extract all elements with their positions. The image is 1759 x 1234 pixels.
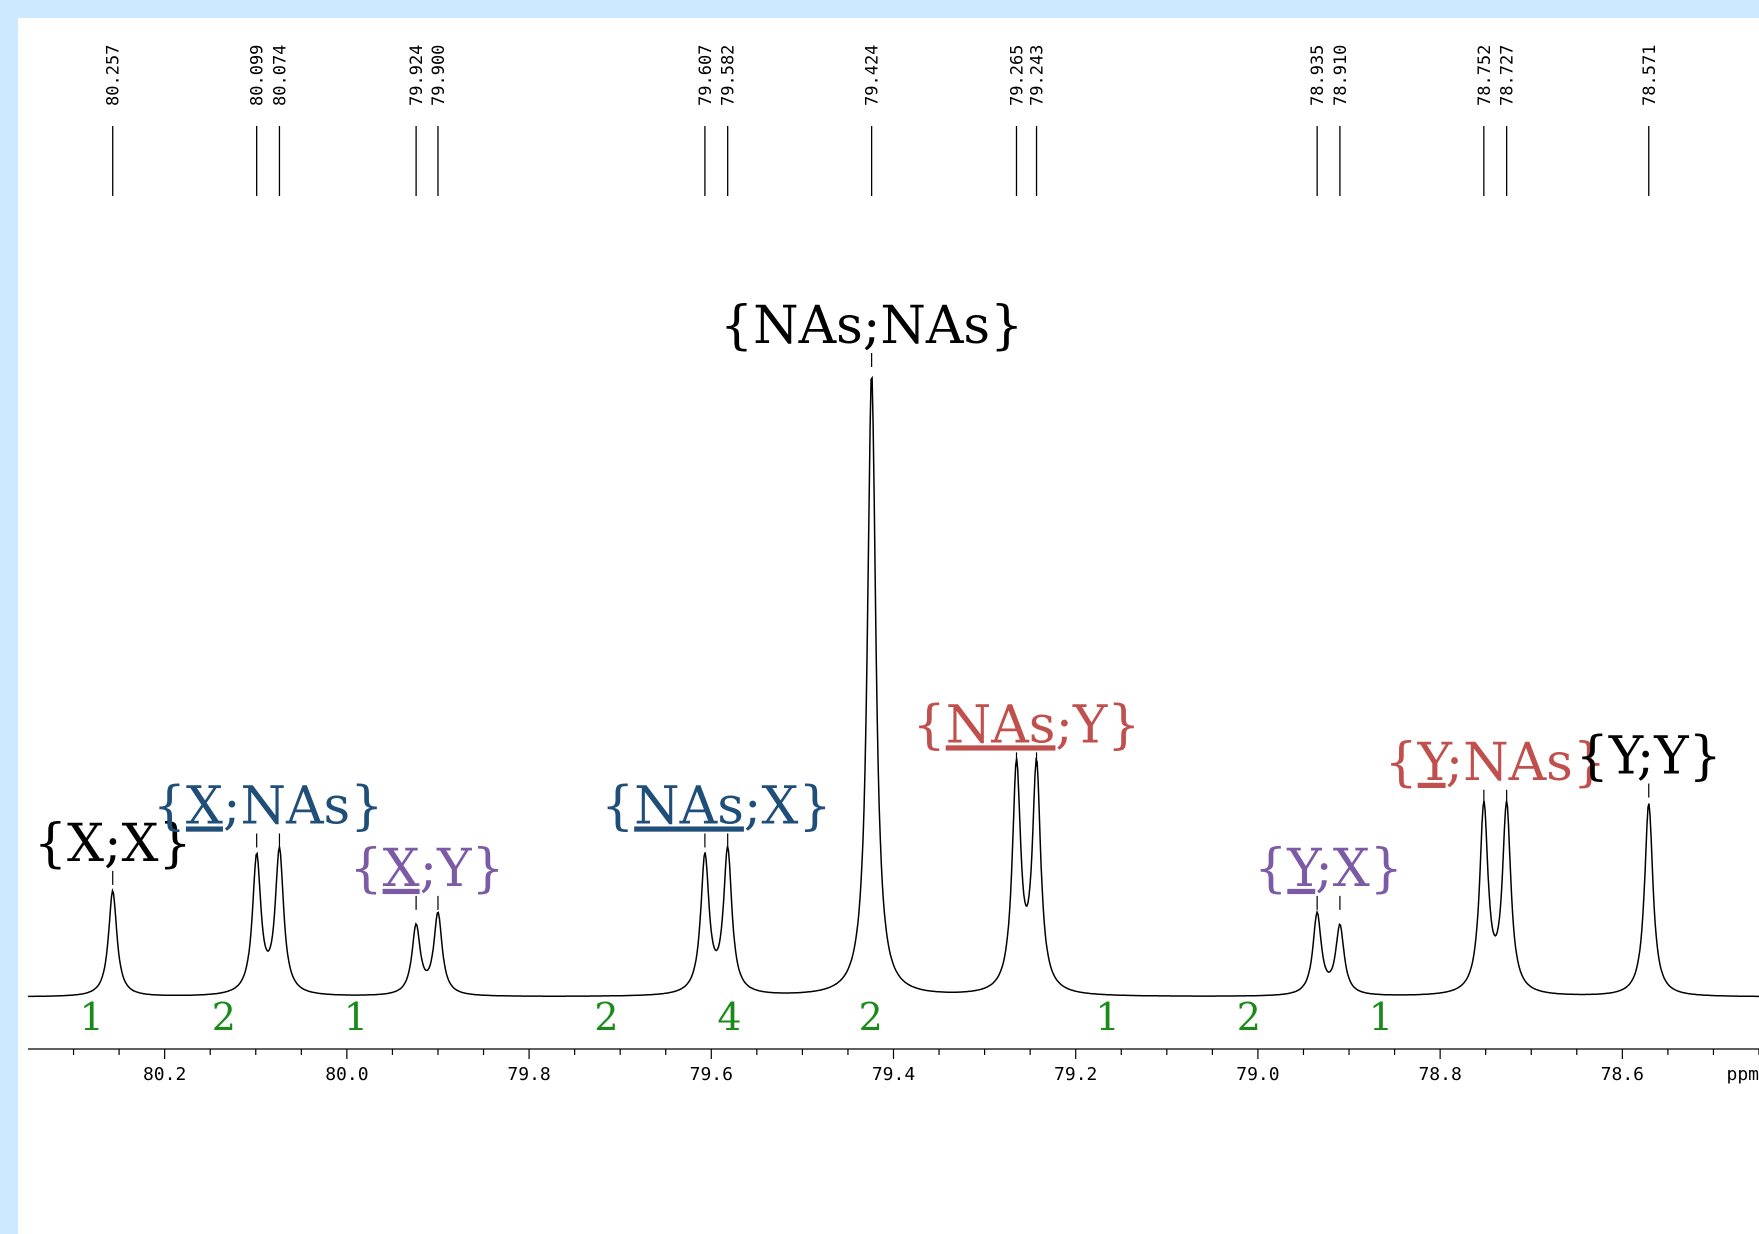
integral-value: 1 bbox=[1369, 995, 1393, 1039]
peak-pick-label: 78.571 bbox=[1640, 45, 1660, 106]
peak-pick-label: 79.582 bbox=[719, 45, 739, 106]
assignment-label: {X;NAs} bbox=[153, 776, 383, 848]
assignment-text: {X;X} bbox=[34, 814, 192, 874]
assignment-label: {Y;X} bbox=[1254, 839, 1403, 910]
assignment-label: {X;X} bbox=[34, 814, 192, 885]
assignment-text: {Y;NAs} bbox=[1385, 733, 1606, 793]
assignment-text: {X;Y} bbox=[350, 839, 505, 899]
x-tick-label: 79.8 bbox=[507, 1064, 550, 1085]
peak-label-layer: 80.257 80.099 80.074 79.924 79.900 79.607 79.5… bbox=[104, 45, 1660, 196]
x-tick-label: 79.4 bbox=[872, 1064, 915, 1085]
peak-pick-marker: 78.571 bbox=[1640, 45, 1660, 196]
peak-pick-marker: 80.257 bbox=[104, 45, 124, 196]
assignment-text: {Y;Y} bbox=[1576, 727, 1722, 787]
integral-value: 1 bbox=[344, 995, 368, 1039]
x-tick-label: 78.6 bbox=[1601, 1064, 1644, 1085]
integral-layer: 1 2 1 2 4 2 1 2 1 bbox=[80, 995, 1393, 1039]
x-tick-label: 79.6 bbox=[690, 1064, 733, 1085]
peak-pick-label: 79.607 bbox=[696, 45, 716, 106]
integral-value: 2 bbox=[859, 995, 883, 1039]
peak-pick-label: 78.935 bbox=[1308, 45, 1328, 106]
integral-value: 4 bbox=[717, 995, 741, 1039]
peak-pick-marker: 79.265 bbox=[1007, 45, 1027, 196]
peak-pick-label: 78.910 bbox=[1331, 45, 1351, 106]
integral-value: 2 bbox=[594, 995, 618, 1039]
peak-pick-marker: 79.582 bbox=[719, 45, 739, 196]
assignment-label: {Y;Y} bbox=[1576, 727, 1722, 798]
peak-pick-label: 79.424 bbox=[863, 45, 883, 106]
integral-value: 2 bbox=[1237, 995, 1261, 1039]
x-tick-label: 79.2 bbox=[1054, 1064, 1097, 1085]
nmr-spectrum-chart: 80.257 80.099 80.074 79.924 79.900 79.607 79.5… bbox=[28, 45, 1759, 1085]
integral-value: 1 bbox=[80, 995, 104, 1039]
assignment-text: {Y;X} bbox=[1254, 839, 1403, 899]
assignment-label: {X;Y} bbox=[350, 839, 505, 910]
peak-pick-label: 78.752 bbox=[1475, 45, 1495, 106]
spectrum-trace bbox=[28, 375, 1759, 998]
peak-pick-label: 79.924 bbox=[407, 45, 427, 106]
assignment-label: {Y;NAs} bbox=[1385, 733, 1606, 804]
peak-pick-label: 80.257 bbox=[104, 45, 124, 106]
peak-pick-marker: 79.424 bbox=[863, 45, 883, 196]
integral-value: 2 bbox=[212, 995, 236, 1039]
assignment-label: {NAs;X} bbox=[601, 776, 832, 848]
x-tick-label: 78.8 bbox=[1418, 1064, 1461, 1085]
peak-pick-marker: 78.935 bbox=[1308, 45, 1328, 196]
assignment-text: {NAs;Y} bbox=[913, 695, 1141, 755]
assignment-label: {NAs;Y} bbox=[913, 695, 1141, 767]
peak-pick-marker: 80.074 bbox=[270, 45, 290, 196]
peak-pick-label: 78.727 bbox=[1498, 45, 1518, 106]
peak-pick-marker: 80.099 bbox=[248, 45, 268, 196]
peak-pick-label: 79.265 bbox=[1007, 45, 1027, 106]
peak-pick-marker: 78.752 bbox=[1475, 45, 1495, 196]
assignment-text: {NAs;NAs} bbox=[720, 296, 1023, 356]
peak-pick-label: 79.900 bbox=[429, 45, 449, 106]
assignment-layer: {X;X}{X;NAs}{X;Y} {NAs;X} {NAs;NAs} {NAs;Y}… bbox=[34, 296, 1722, 910]
plot-panel: 80.257 80.099 80.074 79.924 79.900 79.607 79.5… bbox=[18, 18, 1759, 1234]
peak-pick-marker: 78.727 bbox=[1498, 45, 1518, 196]
integral-value: 1 bbox=[1096, 995, 1120, 1039]
assignment-label: {NAs;NAs} bbox=[720, 296, 1023, 367]
peak-pick-marker: 78.910 bbox=[1331, 45, 1351, 196]
x-tick-label: 80.2 bbox=[143, 1064, 186, 1085]
peak-pick-label: 79.243 bbox=[1028, 45, 1048, 106]
peak-pick-marker: 79.607 bbox=[696, 45, 716, 196]
peak-pick-marker: 79.900 bbox=[429, 45, 449, 196]
peak-pick-label: 80.074 bbox=[270, 45, 290, 106]
x-tick-label: 80.0 bbox=[325, 1064, 368, 1085]
x-axis: 80.2 80.0 79.8 79.6 79.4 79.2 79.0 78.8 78.6 ppm bbox=[28, 1048, 1759, 1085]
x-tick-label: 79.0 bbox=[1236, 1064, 1279, 1085]
assignment-text: {NAs;X} bbox=[601, 776, 831, 836]
peak-pick-label: 80.099 bbox=[248, 45, 268, 106]
peak-pick-marker: 79.243 bbox=[1028, 45, 1048, 196]
peak-pick-marker: 79.924 bbox=[407, 45, 427, 196]
x-axis-label: ppm bbox=[1726, 1064, 1759, 1085]
assignment-text: {X;NAs} bbox=[153, 776, 383, 836]
